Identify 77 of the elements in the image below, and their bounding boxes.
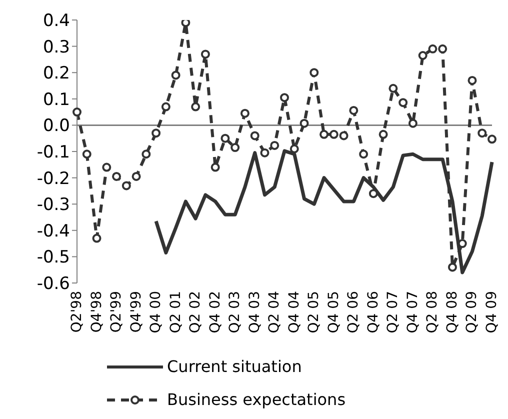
x-tick-label: Q4 00 xyxy=(148,291,164,334)
point xyxy=(388,84,398,93)
point xyxy=(102,162,112,172)
point xyxy=(329,130,338,139)
y-tick-label: 0.0 xyxy=(42,116,70,136)
point xyxy=(428,44,438,54)
point xyxy=(72,108,82,117)
x-tick-label: Q4'99 xyxy=(128,291,144,333)
x-tick-label: Q4'98 xyxy=(88,291,105,333)
x-tick-label: Q2 06 xyxy=(346,290,362,334)
point xyxy=(181,20,190,28)
x-tick-label: Q2 01 xyxy=(168,291,184,334)
point xyxy=(142,150,151,159)
point xyxy=(161,102,170,112)
x-tick-label: Q2 05 xyxy=(306,291,322,334)
x-tick-label: Q2 09 xyxy=(464,291,480,334)
point xyxy=(378,130,388,139)
x-tick-label: Q4 07 xyxy=(404,291,421,334)
point xyxy=(488,134,496,144)
point xyxy=(438,44,448,54)
point xyxy=(408,118,418,128)
x-tick-label: Q2 02 xyxy=(188,291,204,334)
point xyxy=(359,150,368,159)
y-tick-label: 0.1 xyxy=(42,90,70,110)
point xyxy=(210,162,220,172)
point xyxy=(300,118,309,128)
point xyxy=(280,93,289,102)
point xyxy=(349,106,358,115)
point xyxy=(310,68,319,78)
y-tick-label: 0.2 xyxy=(42,64,70,84)
point xyxy=(478,128,487,138)
x-tick-label: Q4 08 xyxy=(444,291,460,334)
point xyxy=(339,131,348,140)
legend-label: Business expectations xyxy=(167,390,346,409)
point xyxy=(112,172,122,181)
point xyxy=(320,130,329,139)
point xyxy=(92,234,102,243)
point xyxy=(240,108,250,118)
point xyxy=(132,172,141,181)
x-tick-label: Q4 05 xyxy=(326,291,342,334)
point xyxy=(290,144,299,154)
point xyxy=(260,148,270,158)
point xyxy=(200,50,210,59)
x-tick-label: Q2 03 xyxy=(227,291,244,334)
x-tick-label: Q2'98 xyxy=(69,291,85,333)
x-tick-label: Q4 06 xyxy=(365,290,382,334)
point xyxy=(418,51,428,60)
x-tick-label: Q2 08 xyxy=(424,291,441,334)
x-tick-label: Q2 07 xyxy=(385,291,402,334)
y-tick-label: 0.3 xyxy=(42,37,70,58)
y-tick-label: -0.4 xyxy=(36,221,70,242)
x-tick-label: Q4 03 xyxy=(246,291,263,334)
point xyxy=(152,128,161,138)
x-tick-label: Q4 02 xyxy=(207,291,224,334)
y-tick-label: -0.5 xyxy=(36,248,70,268)
y-tick-label: -0.1 xyxy=(36,142,70,163)
x-tick-label: Q4 04 xyxy=(286,290,302,334)
point xyxy=(468,76,477,85)
legend-label: Current situation xyxy=(167,357,302,376)
point xyxy=(220,134,230,143)
point xyxy=(270,140,280,150)
x-tick-label: Q4 09 xyxy=(484,291,500,334)
y-tick-label: 0.4 xyxy=(42,11,70,32)
y-tick-label: -0.6 xyxy=(36,274,70,294)
point xyxy=(82,150,92,159)
point xyxy=(250,131,260,140)
x-tick-label: Q2 04 xyxy=(266,290,283,334)
point xyxy=(191,102,200,112)
point xyxy=(122,181,131,190)
x-tick-label: Q2'99 xyxy=(108,291,125,333)
point xyxy=(171,70,180,80)
y-tick-label: -0.2 xyxy=(36,168,70,189)
point xyxy=(230,143,240,152)
point xyxy=(368,189,378,198)
point xyxy=(448,262,457,272)
point xyxy=(398,98,408,108)
y-tick-label: -0.3 xyxy=(36,195,70,216)
